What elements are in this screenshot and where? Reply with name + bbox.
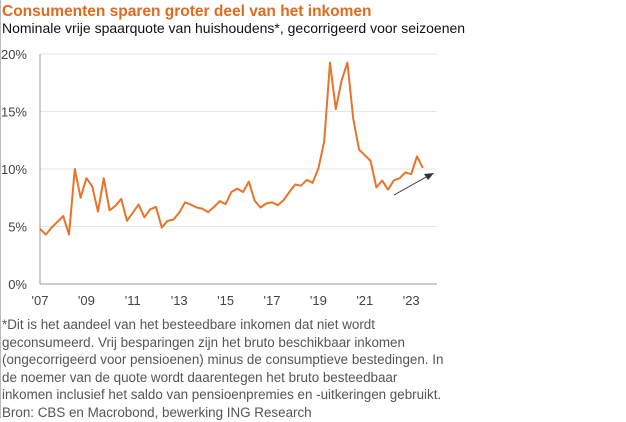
x-tick-label: '17 — [264, 293, 281, 308]
footnote-line: inkomen inclusief het saldo van pensioen… — [2, 387, 442, 403]
source-note: Bron: CBS en Macrobond, bewerking ING Re… — [2, 404, 312, 420]
x-tick-label: '15 — [217, 293, 234, 308]
x-tick-label: '23 — [403, 293, 420, 308]
y-axis-ticks: 0% 5% 10% 15% 20% — [1, 47, 27, 292]
y-tick-label: 0% — [8, 277, 27, 292]
grid — [40, 53, 437, 227]
chart-title: Consumenten sparen groter deel van het i… — [2, 3, 372, 20]
y-tick-label: 5% — [8, 220, 27, 235]
series-line — [39, 61, 424, 236]
footnote-line: (ongecorrigeerd voor pensioenen) minus d… — [2, 352, 444, 368]
x-tick-label: '21 — [356, 293, 373, 308]
trend-arrow — [393, 173, 434, 196]
y-tick-label: 15% — [1, 105, 27, 120]
x-tick-label: '09 — [78, 293, 95, 308]
footnote-line: de noemer van de quote wordt daarentegen… — [2, 369, 398, 385]
left-border — [0, 0, 1, 418]
x-tick-label: '19 — [310, 293, 327, 308]
x-axis-ticks: '07 '09 '11 '13 '15 '17 '19 '21 '23 — [32, 293, 420, 308]
footnote-line: geconsumeerd. Vrij besparingen zijn het … — [2, 334, 405, 350]
footnote-line: *Dit is het aandeel van het besteedbare … — [2, 317, 375, 332]
y-tick-label: 20% — [1, 47, 27, 62]
x-tick-label: '07 — [32, 293, 49, 308]
y-tick-label: 10% — [1, 162, 27, 177]
x-tick-label: '13 — [171, 293, 188, 308]
x-tick-label: '11 — [125, 293, 141, 308]
footnote: *Dit is het aandeel van het besteedbare … — [2, 316, 444, 422]
chart-subtitle: Nominale vrije spaarquote van huishouden… — [2, 20, 466, 36]
